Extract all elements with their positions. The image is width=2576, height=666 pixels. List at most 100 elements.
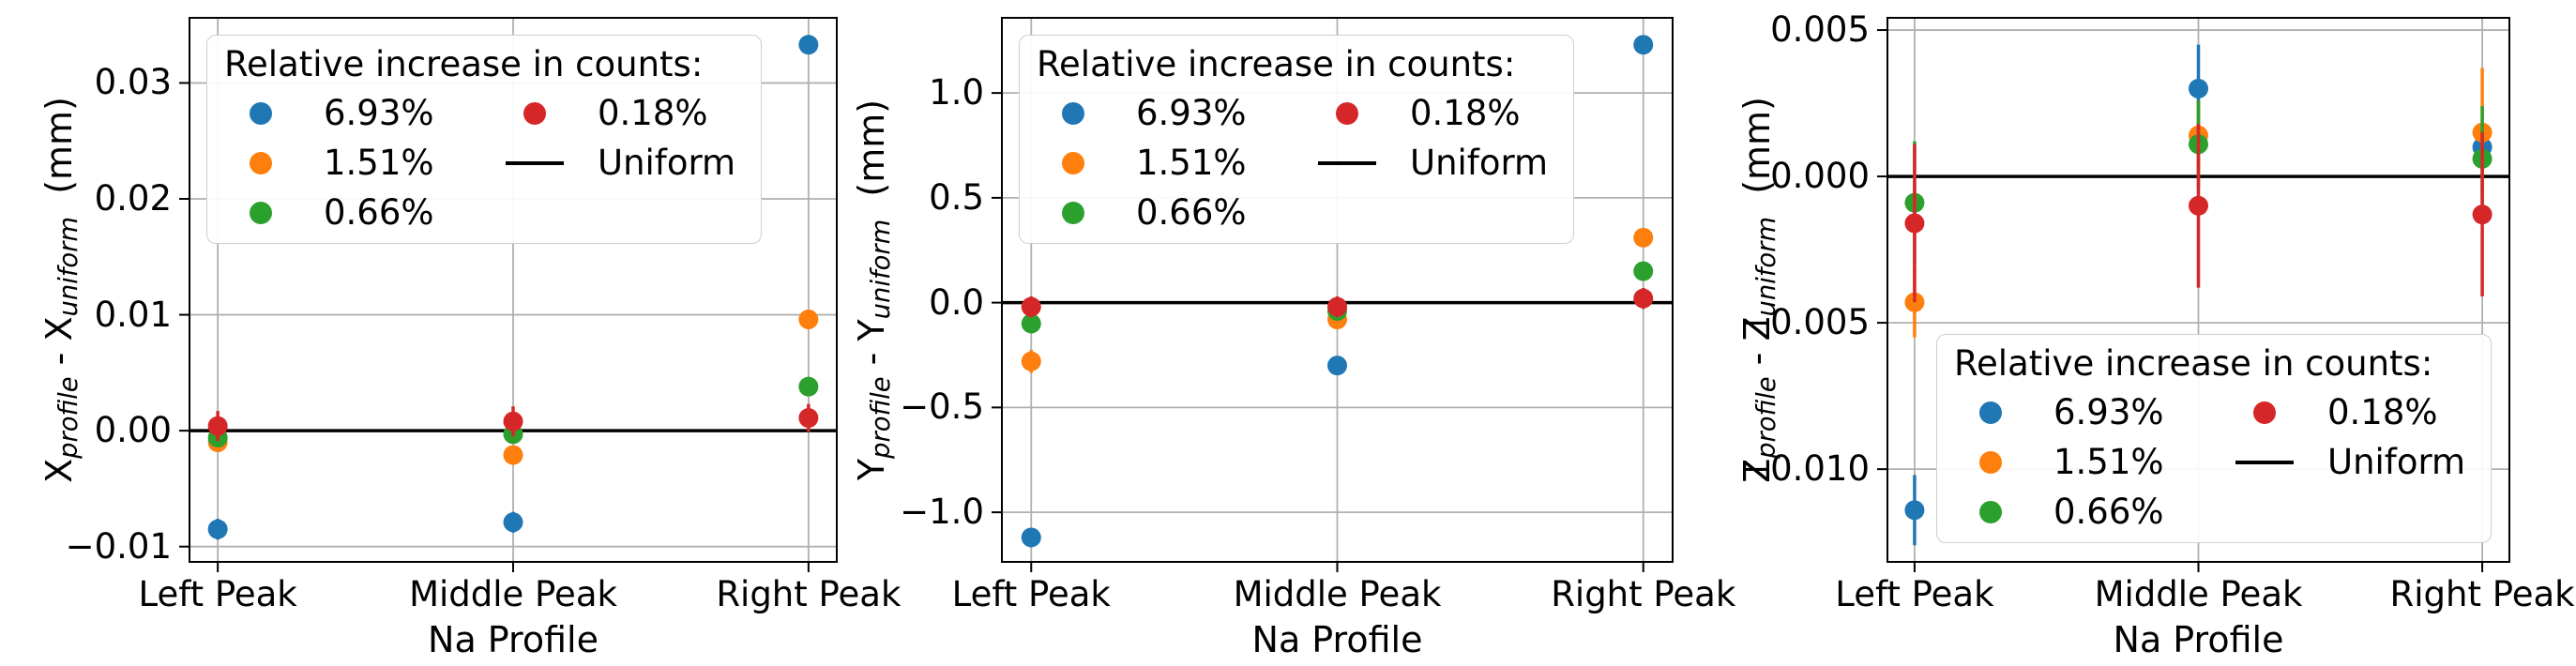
legend-marker-dot [250,151,272,174]
legend-dot-icon [232,201,290,224]
legend-item-label: 6.93% [324,92,434,133]
legend-marker-dot [250,101,272,125]
y-axis-label-text: - Y [851,319,892,377]
legend-item: 1.51% [207,138,481,188]
legend-item-label: 0.18% [1410,92,1521,133]
legend-marker-dot [1062,101,1084,125]
y-tick-label: 1.0 [929,72,984,114]
legend-dot-icon [506,101,564,125]
data-point-0.66%-Middle Peak [2189,134,2208,155]
x-tick-label: Middle Peak [409,574,617,614]
data-point-0.66%-Left Peak [1021,313,1041,334]
legend-line-icon [506,160,564,165]
legend-item-label: 1.51% [324,142,434,183]
y-axis-label-text: X [38,458,80,483]
y-axis-label-text: (mm) [1736,97,1778,217]
y-axis-label-text: - X [38,316,80,377]
legend-marker-dot [1979,500,2002,523]
data-point-1.51%-Left Peak [1904,292,1925,312]
y-tick-label: 0.005 [1770,9,1870,51]
axes-frame [1001,17,1674,563]
legend-item-label: 1.51% [1136,142,1247,183]
data-point-0.66%-Right Peak [1633,261,1654,281]
data-point-1.51%-Left Peak [207,431,228,452]
legend-title: Relative increase in counts: [224,44,704,84]
data-point-0.18%-Left Peak [1021,296,1041,317]
data-point-1.51%-Right Peak [1633,227,1654,248]
legend: Relative increase in counts: 6.93% 1.51% 0… [1936,334,2492,543]
y-tick-label: 0.00 [94,410,172,451]
legend-item: 1.51% [1020,138,1294,188]
data-point-1.51%-Left Peak [1021,351,1041,371]
legend-item: 0.66% [1020,188,1294,237]
y-tick-label: −1.0 [900,492,984,533]
data-point-0.66%-Left Peak [207,428,228,448]
y-tick-label: −0.010 [1741,448,1870,490]
legend-items: 6.93% 1.51% 0.66% 0.18% Uniform [1020,88,1573,243]
data-point-6.93%-Left Peak [1904,500,1925,521]
data-point-1.51%-Right Peak [798,310,819,330]
y-axis-label-text: Y [851,458,892,481]
legend-items: 6.93% 1.51% 0.66% 0.18% Uniform [207,88,761,243]
legend-marker-line [2235,460,2294,464]
legend-item-label: 0.18% [598,92,708,133]
y-axis-label-text: (mm) [38,97,80,217]
legend-item-label: Uniform [2327,441,2466,482]
legend: Relative increase in counts: 6.93% 1.51% 0… [206,35,762,244]
legend-dot-icon [232,101,290,125]
y-axis-label-subscript: profile [54,376,84,459]
legend-item-label: 6.93% [2053,391,2164,432]
legend-dot-icon [1318,101,1376,125]
legend-item: Uniform [1294,138,1573,188]
legend-title: Relative increase in counts: [1037,44,1516,84]
y-axis-label-text: (mm) [851,98,892,219]
legend-item: Uniform [481,138,761,188]
legend-item-label: 0.18% [2327,391,2438,432]
x-tick-label: Middle Peak [1233,574,1442,614]
y-axis-label-subscript: uniform [867,219,897,320]
data-point-0.66%-Middle Peak [503,424,523,445]
y-axis-label: Yprofile - Yuniform (mm) [846,0,897,590]
legend-item-label: 6.93% [1136,92,1247,133]
x-tick-label: Right Peak [2389,574,2575,614]
y-tick-label: 0.01 [94,294,172,335]
legend-line-icon [2235,460,2294,464]
data-point-6.93%-Right Peak [798,35,819,55]
legend-marker-dot [2253,401,2276,424]
legend-marker-dot [1979,450,2002,474]
data-point-0.18%-Right Peak [2472,204,2493,225]
data-point-6.93%-Right Peak [1633,35,1654,55]
legend-dot-icon [2235,401,2294,424]
x-tick-label: Left Peak [951,574,1111,614]
y-axis-label-subscript: profile [1752,376,1782,459]
data-point-1.51%-Middle Peak [1327,310,1347,330]
legend-item: 6.93% [207,88,481,138]
legend-dot-icon [1044,151,1102,174]
legend-dot-icon [232,151,290,174]
legend-title: Relative increase in counts: [1954,343,2433,384]
legend-marker-dot [1062,201,1084,224]
y-tick-label: −0.01 [65,525,172,567]
legend-item-label: 0.66% [2053,491,2164,532]
legend-dot-icon [1962,500,2020,523]
y-axis-label-subscript: uniform [54,216,84,317]
legend-item-label: 1.51% [2053,441,2164,482]
data-point-1.51%-Middle Peak [503,445,523,465]
legend-item-label: Uniform [598,142,736,183]
axes-frame [1887,17,2510,563]
legend-dot-icon [1962,450,2020,474]
data-point-0.18%-Middle Peak [1327,296,1347,317]
legend-marker-dot [523,101,546,125]
legend-item: 6.93% [1937,387,2211,437]
data-point-6.93%-Right Peak [2472,137,2493,158]
y-tick-label: 0.5 [929,176,984,218]
legend-marker-dot [1979,401,2002,424]
legend-item: 0.66% [1937,487,2211,537]
legend-marker-line [1318,160,1376,165]
data-point-0.66%-Left Peak [1904,192,1925,213]
x-tick-label: Middle Peak [2094,574,2303,614]
y-tick-label: 0.02 [94,178,172,219]
legend-item: 0.18% [1294,88,1573,138]
